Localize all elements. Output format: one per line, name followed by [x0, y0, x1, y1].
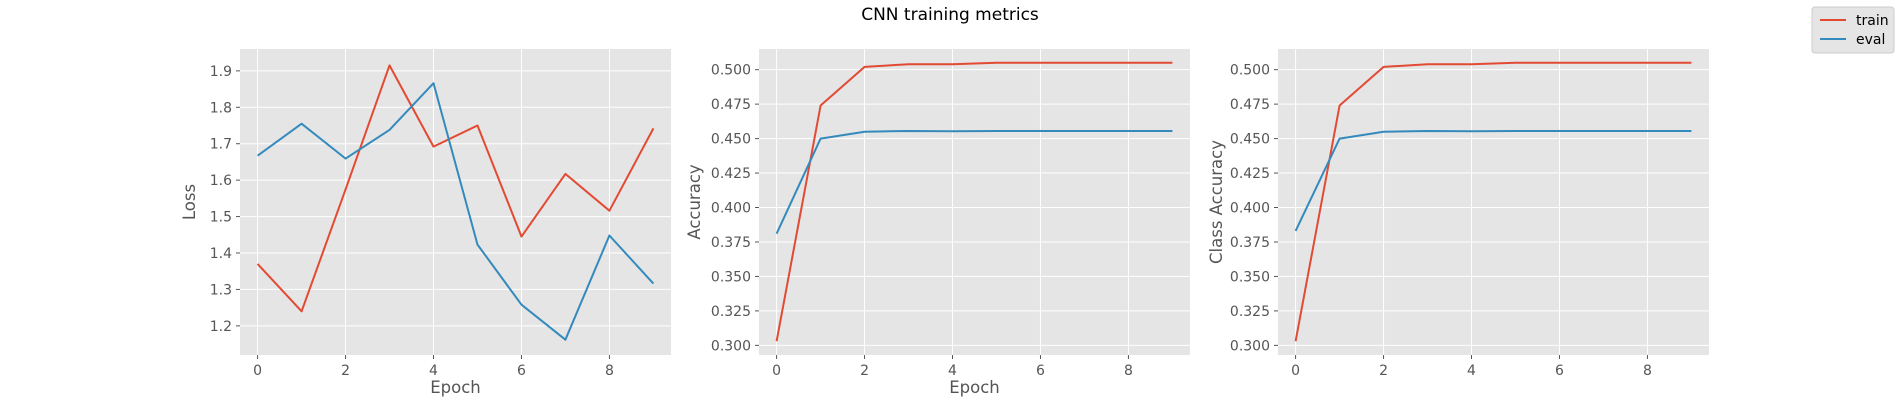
x-tick-label: 0 — [772, 363, 781, 379]
series-line-eval — [1294, 130, 1692, 232]
x-tick-label: 2 — [860, 363, 869, 379]
y-tick-label: 0.450 — [1230, 132, 1270, 148]
y-tick-label: 0.475 — [711, 97, 751, 113]
y-tick-label: 0.475 — [1230, 97, 1270, 113]
y-tick-label: 0.400 — [711, 201, 751, 217]
x-tick-label: 8 — [605, 363, 614, 379]
chart-panel-2: 0 2 4 6 8 0.300 0.325 0.350 0.375 0.400 0.425 0.450… — [685, 49, 1190, 397]
plot-area — [240, 49, 671, 355]
y-tick-label: 0.325 — [711, 304, 751, 320]
series-line-train — [256, 64, 655, 313]
y-tick-label: 1.7 — [210, 137, 232, 153]
y-tick-label: 0.350 — [711, 269, 751, 285]
figure-legend: train eval — [1811, 6, 1895, 54]
plot-area — [759, 49, 1190, 355]
y-tick-label: 0.500 — [711, 63, 751, 79]
x-tick-label: 4 — [948, 363, 957, 379]
x-tick-label: 6 — [517, 363, 526, 379]
y-axis-label: Loss — [180, 184, 199, 220]
x-axis-label: Epoch — [430, 378, 481, 397]
series-line-eval — [257, 82, 655, 341]
y-tick-label: 1.5 — [210, 210, 232, 226]
y-axis-label: Class Accuracy — [1207, 140, 1226, 264]
chart-panels: 0 2 4 6 8 1.2 1.3 1.4 1.5 1.6 1.7 1.8 1.9 Epoch Loss 0 2… — [180, 49, 1709, 397]
x-tick-label: 6 — [1036, 363, 1045, 379]
series-line-eval — [775, 130, 1173, 235]
y-tick-label: 0.300 — [711, 338, 751, 354]
y-axis-label: Accuracy — [685, 164, 704, 240]
chart-panel-3: 0 2 4 6 8 0.300 0.325 0.350 0.375 0.400 0.425 0.450… — [1207, 49, 1709, 379]
y-tick-label: 0.425 — [711, 166, 751, 182]
x-tick-label: 0 — [253, 363, 262, 379]
x-tick-label: 4 — [1467, 363, 1476, 379]
y-tick-label: 0.325 — [1230, 304, 1270, 320]
chart-panel-1: 0 2 4 6 8 1.2 1.3 1.4 1.5 1.6 1.7 1.8 1.9 Epoch Loss — [180, 49, 671, 397]
y-tick-label: 1.4 — [210, 246, 232, 262]
series-line-train — [775, 61, 1173, 342]
y-tick-label: 0.500 — [1230, 63, 1270, 79]
y-tick-label: 1.6 — [210, 173, 232, 189]
figure-title: CNN training metrics — [861, 5, 1039, 25]
plot-area — [1278, 49, 1709, 355]
y-tick-label: 0.375 — [1230, 235, 1270, 251]
x-tick-label: 2 — [341, 363, 350, 379]
y-tick-label: 0.450 — [711, 132, 751, 148]
y-tick-label: 0.425 — [1230, 166, 1270, 182]
x-tick-label: 8 — [1124, 363, 1133, 379]
y-tick-label: 1.8 — [210, 100, 232, 116]
y-tick-label: 0.300 — [1230, 338, 1270, 354]
legend-box — [1811, 6, 1895, 54]
y-tick-label: 1.2 — [210, 319, 232, 335]
x-tick-label: 4 — [429, 363, 438, 379]
y-tick-label: 1.3 — [210, 282, 232, 298]
x-tick-label: 2 — [1379, 363, 1388, 379]
y-tick-label: 1.9 — [210, 64, 232, 80]
x-tick-label: 8 — [1643, 363, 1652, 379]
y-tick-label: 0.400 — [1230, 201, 1270, 217]
x-tick-label: 0 — [1291, 363, 1300, 379]
y-tick-label: 0.350 — [1230, 269, 1270, 285]
legend-eval-label: eval — [1856, 32, 1885, 48]
x-axis-label: Epoch — [949, 378, 1000, 397]
y-tick-label: 0.375 — [711, 235, 751, 251]
legend-train-label: train — [1856, 13, 1889, 29]
series-line-train — [1294, 61, 1692, 342]
x-tick-label: 6 — [1555, 363, 1564, 379]
